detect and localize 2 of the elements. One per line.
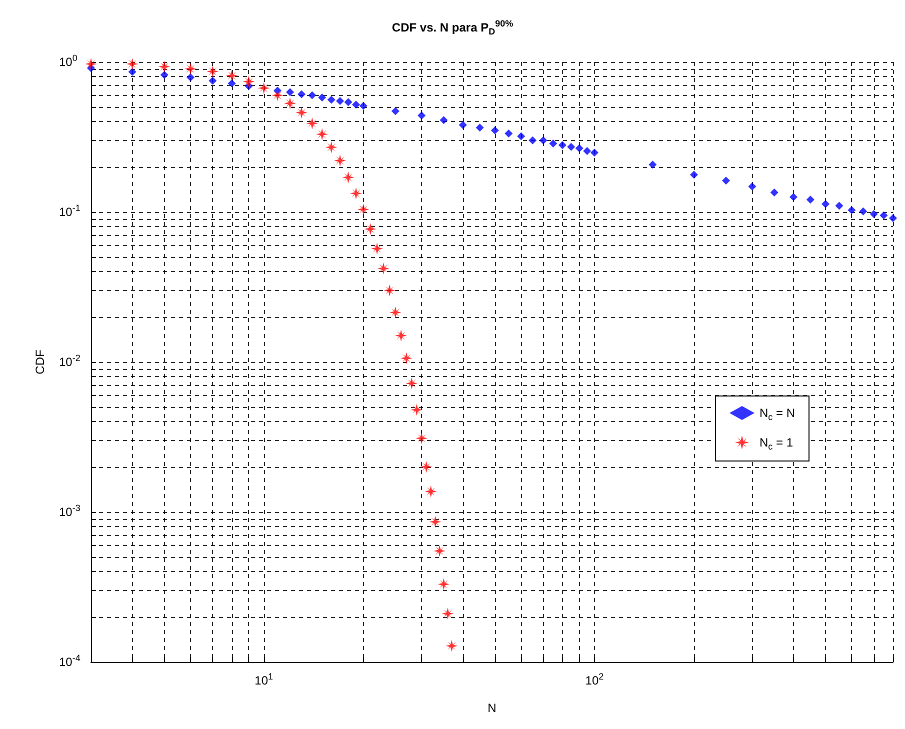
x-axis-title: N <box>488 701 496 715</box>
y-axis-title: CDF <box>33 350 47 374</box>
